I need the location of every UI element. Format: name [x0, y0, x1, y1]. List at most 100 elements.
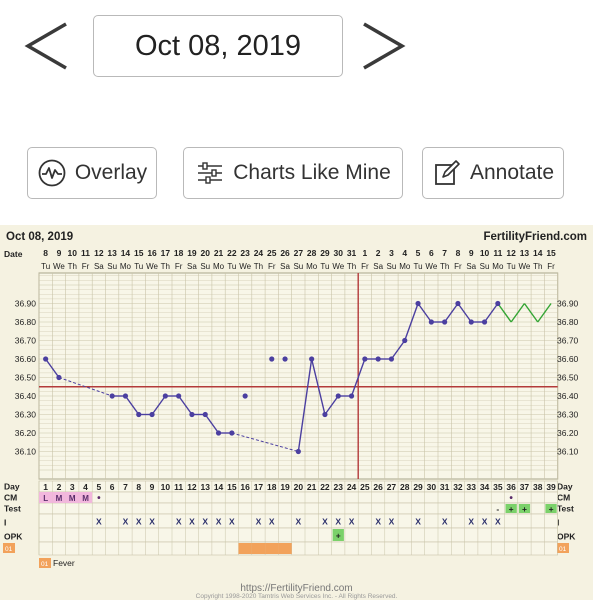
annotate-button[interactable]: Annotate — [422, 147, 564, 199]
weekday-label: We — [332, 262, 344, 271]
day-number: 38 — [533, 482, 543, 492]
temperature-point — [282, 356, 288, 362]
day-number: 20 — [294, 482, 304, 492]
weekday-label: Tu — [227, 262, 236, 271]
temperature-point — [202, 411, 208, 418]
intercourse-row-label: I — [4, 518, 6, 528]
date-label: 10 — [480, 248, 490, 258]
day-number: 7 — [123, 482, 128, 492]
date-label: 4 — [402, 248, 407, 258]
day-number: 3 — [70, 482, 75, 492]
y-tick-left: 36.10 — [15, 447, 37, 457]
y-tick-left: 36.90 — [15, 299, 37, 309]
temperature-point — [402, 337, 408, 344]
weekday-label: Mo — [399, 262, 411, 271]
day-number: 12 — [187, 482, 197, 492]
fever-cell — [278, 543, 292, 554]
date-label: 30 — [334, 248, 344, 258]
date-label: 6 — [429, 248, 434, 258]
temperature-point — [162, 393, 168, 399]
day-number: 27 — [387, 482, 397, 492]
opk-positive-cell — [332, 529, 344, 541]
y-tick-left: 36.40 — [15, 391, 37, 401]
fever-code-left: 01 — [5, 546, 13, 553]
temperature-segment — [404, 303, 419, 341]
temperature-point — [375, 356, 381, 362]
weekday-label: Fr — [547, 262, 555, 271]
day-number: 9 — [150, 482, 155, 492]
test-row-label-right: Test — [557, 504, 574, 514]
cm-cell-fill — [52, 492, 66, 503]
date-label: 8 — [456, 248, 461, 258]
fever-row — [38, 541, 559, 556]
date-label: 25 — [267, 248, 277, 258]
temperature-gap-dashed — [58, 377, 113, 397]
fever-legend-swatch — [39, 558, 51, 568]
y-tick-left: 36.60 — [15, 354, 37, 364]
intercourse-mark: X — [415, 517, 421, 527]
intercourse-mark: X — [96, 517, 102, 527]
day-number: 2 — [57, 482, 62, 492]
charts-like-mine-button[interactable]: Charts Like Mine — [183, 147, 403, 199]
intercourse-mark: X — [349, 517, 355, 527]
temperature-point — [468, 319, 474, 325]
y-tick-right: 36.60 — [557, 354, 579, 364]
day-number: 37 — [520, 482, 530, 492]
day-number: 17 — [254, 482, 264, 492]
intercourse-mark: X — [189, 517, 195, 527]
date-label: 23 — [240, 248, 250, 258]
intercourse-mark: X — [389, 517, 395, 527]
weekday-label: We — [519, 262, 531, 271]
y-tick-right: 36.20 — [557, 428, 579, 438]
cm-value: L — [43, 494, 48, 503]
cm-value: • — [97, 493, 101, 504]
intercourse-mark: X — [468, 517, 474, 527]
cm-value: M — [69, 494, 76, 503]
date-label: 22 — [227, 248, 237, 258]
weekday-label: Fr — [82, 262, 90, 271]
temperature-segment — [350, 358, 366, 397]
intercourse-mark: X — [123, 517, 129, 527]
weekday-label: Th — [254, 262, 263, 271]
date-label: 31 — [347, 248, 357, 258]
day-number: 8 — [136, 482, 141, 492]
date-label: 12 — [506, 248, 516, 258]
temperature-segment — [444, 303, 459, 323]
day-number: 1 — [43, 482, 48, 492]
day-number: 16 — [240, 482, 250, 492]
overlay-button[interactable]: Overlay — [27, 147, 157, 199]
day-number: 15 — [227, 482, 237, 492]
weekday-label: Fr — [361, 262, 369, 271]
cm-value: • — [509, 493, 513, 504]
cm-cell-fill — [78, 492, 93, 503]
day-number: 33 — [467, 482, 477, 492]
fever-code-box-left — [3, 543, 15, 553]
fever-code-right: 01 — [559, 546, 567, 553]
temperature-point — [149, 411, 155, 418]
intercourse-mark: X — [216, 517, 222, 527]
footer-url[interactable]: https://FertilityFriend.com — [240, 583, 353, 594]
y-tick-right: 36.40 — [557, 391, 579, 401]
fever-legend-label: Fever — [53, 558, 75, 568]
date-label: 9 — [469, 248, 474, 258]
temperature-point — [136, 411, 142, 418]
y-tick-right: 36.80 — [557, 317, 579, 327]
y-tick-right: 36.30 — [557, 410, 579, 420]
weekday-label: Sa — [94, 262, 104, 271]
next-date-button[interactable] — [358, 20, 408, 72]
day-number: 29 — [413, 482, 423, 492]
temperature-segment — [457, 303, 472, 323]
current-date[interactable]: Oct 08, 2019 — [93, 15, 343, 77]
test-row — [38, 502, 559, 515]
previous-date-button[interactable] — [22, 20, 72, 72]
edit-note-icon — [432, 158, 462, 188]
day-number: 4 — [83, 482, 88, 492]
temperature-segment — [417, 303, 432, 323]
day-number: 35 — [493, 482, 503, 492]
weekday-label: Tu — [134, 262, 143, 271]
temperature-point — [189, 411, 195, 418]
intercourse-mark: X — [269, 517, 275, 527]
intercourse-mark: X — [256, 517, 262, 527]
temperature-segment — [483, 303, 499, 323]
date-label: 28 — [307, 248, 317, 258]
